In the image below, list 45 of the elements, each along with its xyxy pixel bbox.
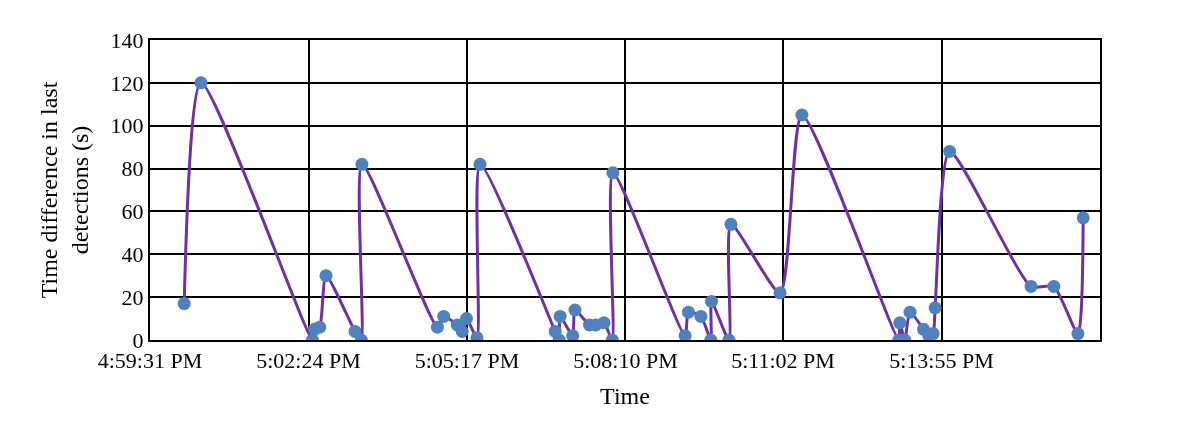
point <box>903 305 917 319</box>
point <box>566 329 580 340</box>
point <box>893 316 907 330</box>
point <box>681 305 695 319</box>
point <box>430 320 444 334</box>
point <box>473 157 487 171</box>
point <box>319 269 333 283</box>
x-tick-label: 5:02:24 PM <box>256 348 361 374</box>
point <box>194 76 208 90</box>
point <box>437 309 451 323</box>
x-tick-label: 5:11:02 PM <box>731 348 835 374</box>
y-tick-label: 60 <box>121 199 144 225</box>
point <box>313 320 327 334</box>
point <box>355 157 369 171</box>
point <box>606 166 620 180</box>
point <box>553 309 567 323</box>
y-tick-label: 40 <box>121 241 144 267</box>
point <box>943 144 957 158</box>
y-tick-label: 80 <box>121 156 144 182</box>
x-axis-title: Time <box>600 383 650 410</box>
point <box>1024 279 1038 293</box>
point <box>724 217 738 231</box>
point <box>773 286 787 300</box>
point <box>705 294 718 308</box>
point <box>694 309 708 323</box>
x-tick-label: 5:13:55 PM <box>889 348 994 374</box>
y-tick-label: 100 <box>110 113 144 139</box>
point <box>597 316 611 330</box>
x-tick-label: 5:05:17 PM <box>414 348 520 374</box>
point <box>459 312 473 326</box>
point <box>455 324 469 338</box>
y-axis-title: Time difference in last detections (s) <box>36 81 94 299</box>
point <box>177 297 191 311</box>
point <box>928 301 942 315</box>
point <box>1071 327 1085 340</box>
y-tick-label: 140 <box>110 27 144 53</box>
y-tick-label: 120 <box>110 70 144 96</box>
point <box>568 303 582 317</box>
x-tick-label: 5:08:10 PM <box>573 348 678 374</box>
point <box>348 324 362 338</box>
y-tick-label: 20 <box>121 284 144 310</box>
point <box>1076 211 1090 225</box>
point <box>678 329 692 340</box>
point <box>1047 279 1061 293</box>
point <box>795 108 809 122</box>
